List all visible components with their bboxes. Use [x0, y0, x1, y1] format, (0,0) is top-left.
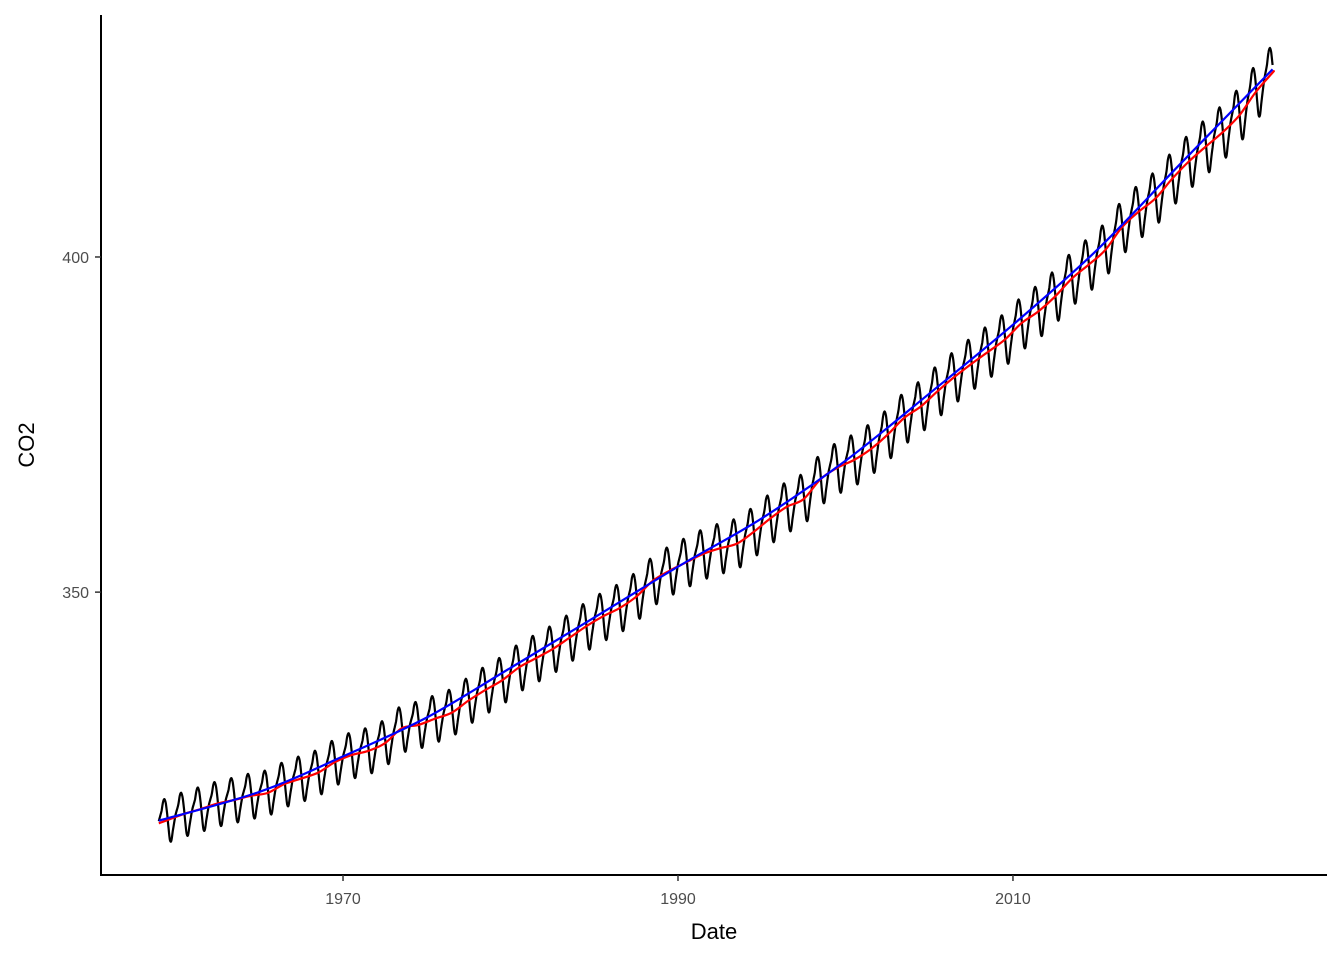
plot-area [157, 46, 1275, 843]
trend-series [158, 70, 1275, 825]
y-tick-label: 350 [62, 585, 89, 602]
x-tick-label: 2010 [995, 891, 1031, 908]
x-axis-title: Date [691, 919, 737, 944]
smooth-fit-series [158, 68, 1274, 822]
y-axis-title: CO2 [14, 422, 39, 467]
observed-co2-series [157, 46, 1274, 843]
x-tick-label: 1970 [325, 891, 361, 908]
x-tick-label: 1990 [660, 891, 696, 908]
y-tick-label: 400 [62, 250, 89, 267]
